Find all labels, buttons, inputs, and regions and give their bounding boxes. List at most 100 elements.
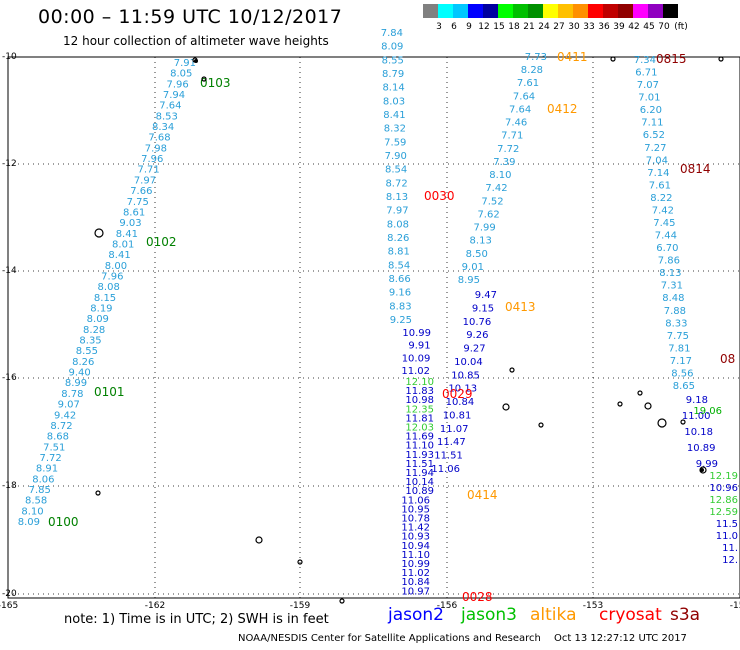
wave-height-value: 7.34 (634, 55, 656, 66)
time-label: 0411 (557, 50, 588, 64)
wave-height-value: 8.95 (458, 275, 480, 286)
wave-height-value: 7.42 (485, 183, 507, 194)
wave-height-value: 8.09 (381, 42, 403, 53)
wave-height-value: 10.84 (446, 397, 475, 408)
wave-height-value: 8.83 (389, 301, 411, 312)
wave-height-value: 8.99 (65, 378, 87, 389)
scale-label: 33 (583, 22, 595, 32)
wave-height-value: 11.0 (716, 531, 738, 542)
wave-height-value: 11. (722, 543, 738, 554)
island-outline (644, 402, 652, 410)
wave-height-value: 12.59 (709, 507, 738, 518)
wave-height-value: 8.91 (36, 464, 58, 475)
wave-height-value: 9.42 (54, 410, 76, 421)
wave-height-value: 9.91 (408, 341, 430, 352)
time-label: 0814 (680, 162, 711, 176)
lon-tick-label: -150 (730, 601, 740, 611)
page-title: 00:00 – 11:59 UTC 10/12/2017 (38, 6, 343, 28)
wave-height-value: 10.93 (401, 532, 430, 543)
wave-height-value: 10.81 (443, 410, 472, 421)
wave-height-value: 8.50 (466, 249, 488, 260)
island-outline (617, 401, 623, 407)
scale-label: 36 (598, 22, 610, 32)
wave-height-value: 7.68 (148, 133, 170, 144)
wave-height-value: 10.85 (451, 370, 480, 381)
island-outline (95, 490, 101, 496)
wave-height-value: 8.41 (383, 110, 405, 121)
wave-height-value: 12.35 (405, 404, 434, 415)
wave-height-value: 6.70 (656, 243, 678, 254)
island-outline (339, 598, 345, 604)
island-dot (194, 59, 198, 63)
wave-height-value: 7.96 (166, 79, 188, 90)
scale-label: 45 (643, 22, 655, 32)
scale-swatch (633, 4, 648, 18)
wave-height-value: 7.59 (384, 137, 406, 148)
wave-height-value: 7.86 (658, 256, 680, 267)
wave-height-value: 12. (722, 555, 738, 566)
wave-height-value: 8.06 (32, 474, 54, 485)
wave-height-value: 12.19 (709, 471, 738, 482)
island-outline (297, 559, 303, 565)
wave-height-value: 7.72 (497, 144, 519, 155)
wave-height-value: 12.03 (405, 423, 434, 434)
wave-height-value: 8.79 (382, 69, 404, 80)
wave-height-value: 9.25 (390, 315, 412, 326)
scale-swatch (588, 4, 603, 18)
wave-height-value: 10.13 (448, 384, 477, 395)
wave-height-value: 8.68 (47, 432, 69, 443)
wave-height-value: 8.72 (50, 421, 72, 432)
wave-height-value: 7.45 (653, 218, 675, 229)
island-outline (201, 76, 207, 82)
time-label: 0414 (467, 488, 498, 502)
wave-height-value: 11.51 (434, 451, 463, 462)
wave-height-value: 7.81 (668, 343, 690, 354)
wave-height-value: 8.22 (650, 193, 672, 204)
wave-height-value: 7.01 (638, 93, 660, 104)
time-label: 0103 (200, 76, 231, 90)
wave-height-value: 8.54 (388, 260, 410, 271)
time-label: 0029 (442, 387, 473, 401)
wave-height-value: 11.10 (405, 441, 434, 452)
lon-tick-label: -156 (437, 601, 458, 611)
wave-height-value: 8.55 (76, 346, 98, 357)
scale-label: 39 (613, 22, 625, 32)
wave-height-value: 8.10 (21, 506, 43, 517)
map-frame (7, 56, 740, 599)
scale-swatch (648, 4, 663, 18)
scale-label: 27 (553, 22, 565, 32)
scale-swatch (498, 4, 513, 18)
wave-height-value: 7.62 (477, 209, 499, 220)
wave-height-value: 9.16 (389, 288, 411, 299)
wave-height-value: 8.09 (87, 314, 109, 325)
wave-height-value: 8.26 (72, 357, 94, 368)
wave-height-value: 7.96 (101, 271, 123, 282)
wave-height-value: 7.46 (505, 118, 527, 129)
credit-line: NOAA/NESDIS Center for Satellite Applica… (238, 633, 541, 644)
scale-swatch (513, 4, 528, 18)
time-label: 0101 (94, 385, 125, 399)
wave-height-value: 8.65 (673, 381, 695, 392)
satellite-legend-altika: altika (530, 605, 577, 625)
wave-height-value: 7.98 (145, 143, 167, 154)
wave-height-value: 8.58 (25, 496, 47, 507)
wave-height-value: 8.35 (79, 336, 101, 347)
wave-height-value: 7.61 (517, 78, 539, 89)
wave-height-value: 6.20 (640, 105, 662, 116)
wave-height-value: 8.13 (386, 192, 408, 203)
wave-height-value: 7.97 (386, 206, 408, 217)
time-label: 0102 (146, 235, 177, 249)
wave-height-value: 11.42 (401, 523, 430, 534)
island-outline (637, 390, 643, 396)
scale-label: 70 (658, 22, 670, 32)
wave-height-value: 10.95 (401, 504, 430, 515)
page-subtitle: 12 hour collection of altimeter wave hei… (63, 34, 329, 48)
wave-height-value: 10.98 (405, 395, 434, 406)
wave-height-value: 7.52 (481, 196, 503, 207)
wave-height-value: 8.13 (470, 236, 492, 247)
wave-height-value: 6.52 (643, 130, 665, 141)
wave-height-value: 11.10 (401, 550, 430, 561)
lon-tick-label: -159 (290, 601, 311, 611)
wave-height-value: 10.96 (709, 483, 738, 494)
lat-tick-label: -18 (2, 481, 17, 491)
